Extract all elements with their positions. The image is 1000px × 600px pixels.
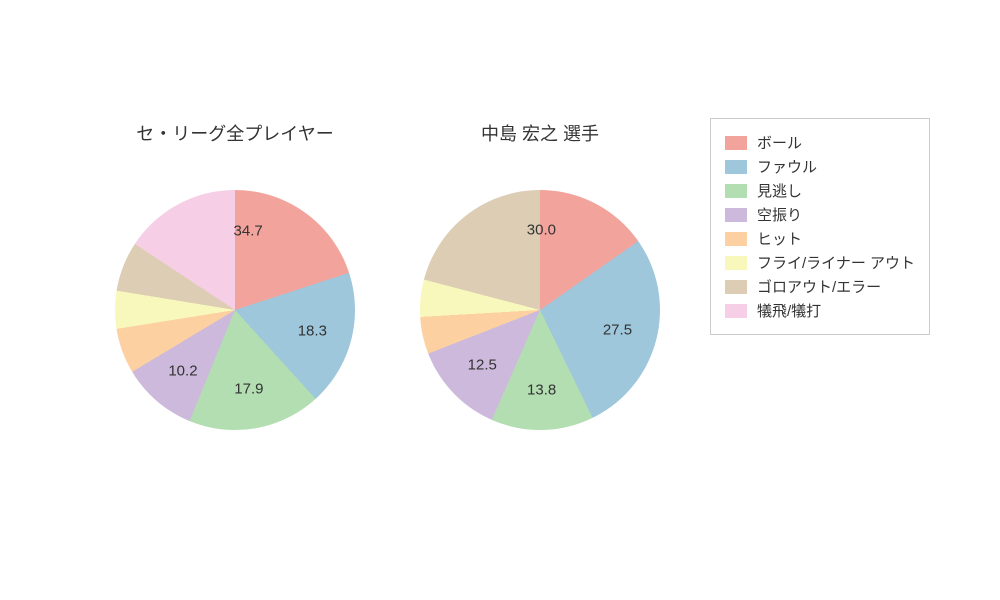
legend-item-sac: 犠飛/犠打 bbox=[725, 300, 915, 321]
legend-item-swing: 空振り bbox=[725, 204, 915, 225]
pie-label-league-ball: 34.7 bbox=[234, 223, 263, 240]
chart-title-player: 中島 宏之 選手 bbox=[410, 120, 670, 146]
legend-swatch-swing bbox=[725, 208, 747, 222]
legend-item-ground: ゴロアウト/エラー bbox=[725, 276, 915, 297]
legend-swatch-sac bbox=[725, 304, 747, 318]
legend-item-fly: フライ/ライナー アウト bbox=[725, 252, 915, 273]
legend-item-look: 見逃し bbox=[725, 180, 915, 201]
chart-title-league: セ・リーグ全プレイヤー bbox=[105, 120, 365, 146]
legend-swatch-ground bbox=[725, 280, 747, 294]
legend-label-ball: ボール bbox=[757, 132, 802, 153]
legend-label-look: 見逃し bbox=[757, 180, 802, 201]
pie-label-player-swing: 12.5 bbox=[468, 357, 497, 374]
legend-swatch-hit bbox=[725, 232, 747, 246]
pie-chart-league: 34.7 18.3 17.9 10.2 bbox=[115, 190, 355, 430]
legend-label-ground: ゴロアウト/エラー bbox=[757, 276, 881, 297]
legend-swatch-fly bbox=[725, 256, 747, 270]
legend: ボールファウル見逃し空振りヒットフライ/ライナー アウトゴロアウト/エラー犠飛/… bbox=[710, 118, 930, 335]
pie-label-league-swing: 10.2 bbox=[168, 362, 197, 379]
legend-label-foul: ファウル bbox=[757, 156, 817, 177]
legend-label-sac: 犠飛/犠打 bbox=[757, 300, 821, 321]
pie-label-player-foul: 27.5 bbox=[603, 322, 632, 339]
pie-label-league-foul: 18.3 bbox=[298, 322, 327, 339]
chart-container: セ・リーグ全プレイヤー 中島 宏之 選手 34.7 18.3 17.9 10.2 30… bbox=[0, 0, 1000, 600]
legend-label-hit: ヒット bbox=[757, 228, 802, 249]
pie-chart-player: 30.0 27.5 13.8 12.5 bbox=[420, 190, 660, 430]
legend-swatch-look bbox=[725, 184, 747, 198]
legend-item-ball: ボール bbox=[725, 132, 915, 153]
pie-label-player-ball: 30.0 bbox=[527, 222, 556, 239]
pie-label-league-look: 17.9 bbox=[234, 380, 263, 397]
legend-swatch-foul bbox=[725, 160, 747, 174]
legend-swatch-ball bbox=[725, 136, 747, 150]
pie-label-player-look: 13.8 bbox=[527, 381, 556, 398]
legend-item-foul: ファウル bbox=[725, 156, 915, 177]
legend-item-hit: ヒット bbox=[725, 228, 915, 249]
legend-label-fly: フライ/ライナー アウト bbox=[757, 252, 915, 273]
legend-label-swing: 空振り bbox=[757, 204, 802, 225]
